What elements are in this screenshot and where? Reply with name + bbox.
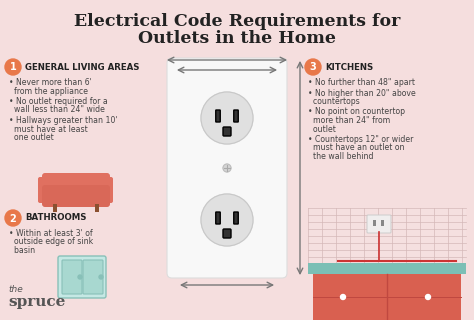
Text: wall less than 24" wide: wall less than 24" wide (9, 106, 105, 115)
Text: Outlets in the Home: Outlets in the Home (138, 30, 336, 47)
Circle shape (305, 59, 321, 75)
Bar (373, 220, 376, 226)
Text: • No further than 48" apart: • No further than 48" apart (308, 78, 415, 87)
Text: outlet: outlet (308, 124, 336, 133)
Circle shape (223, 164, 231, 172)
Circle shape (426, 294, 430, 300)
FancyBboxPatch shape (223, 127, 231, 136)
Text: GENERAL LIVING AREAS: GENERAL LIVING AREAS (25, 62, 139, 71)
FancyBboxPatch shape (367, 215, 391, 233)
Text: must have at least: must have at least (9, 124, 88, 133)
Text: the: the (8, 285, 23, 294)
Bar (53, 204, 57, 212)
FancyBboxPatch shape (38, 177, 52, 203)
Text: the wall behind: the wall behind (308, 152, 374, 161)
Circle shape (201, 194, 253, 246)
Circle shape (5, 210, 21, 226)
Text: KITCHENS: KITCHENS (325, 62, 373, 71)
Text: from the appliance: from the appliance (9, 86, 88, 95)
Text: • No higher than 20" above: • No higher than 20" above (308, 89, 416, 98)
Circle shape (5, 59, 21, 75)
Text: BATHROOMS: BATHROOMS (25, 213, 86, 222)
Circle shape (340, 294, 346, 300)
FancyBboxPatch shape (83, 260, 103, 294)
FancyBboxPatch shape (216, 212, 220, 224)
FancyBboxPatch shape (223, 229, 231, 238)
Text: must have an outlet on: must have an outlet on (308, 143, 404, 153)
Text: • Within at least 3' of: • Within at least 3' of (9, 229, 92, 238)
FancyBboxPatch shape (62, 260, 82, 294)
Text: basin: basin (9, 246, 35, 255)
FancyBboxPatch shape (234, 110, 238, 122)
FancyBboxPatch shape (99, 177, 113, 203)
Text: more than 24" from: more than 24" from (308, 116, 390, 125)
Circle shape (201, 92, 253, 144)
Bar (381, 220, 384, 226)
FancyBboxPatch shape (42, 185, 110, 207)
Bar (95, 204, 99, 212)
Text: • Never more than 6': • Never more than 6' (9, 78, 92, 87)
Bar (308, 208, 466, 263)
Text: • Hallways greater than 10': • Hallways greater than 10' (9, 116, 118, 125)
FancyBboxPatch shape (216, 110, 220, 122)
Text: • No outlet required for a: • No outlet required for a (9, 97, 108, 106)
Text: 3: 3 (310, 62, 316, 73)
Text: 2: 2 (9, 213, 17, 223)
FancyBboxPatch shape (167, 58, 287, 278)
FancyBboxPatch shape (234, 212, 238, 224)
Bar (313, 274, 461, 320)
Text: spruce: spruce (8, 295, 65, 309)
FancyBboxPatch shape (42, 173, 110, 193)
Text: 1: 1 (9, 62, 17, 73)
Text: one outlet: one outlet (9, 133, 54, 142)
Circle shape (78, 275, 82, 279)
Circle shape (99, 275, 103, 279)
Text: • No point on countertop: • No point on countertop (308, 108, 405, 116)
Bar (308, 263, 466, 274)
Text: Electrical Code Requirements for: Electrical Code Requirements for (74, 13, 400, 30)
FancyBboxPatch shape (58, 256, 106, 298)
Text: countertops: countertops (308, 97, 360, 106)
Text: outside edge of sink: outside edge of sink (9, 237, 93, 246)
Text: • Countertops 12" or wider: • Countertops 12" or wider (308, 135, 413, 144)
